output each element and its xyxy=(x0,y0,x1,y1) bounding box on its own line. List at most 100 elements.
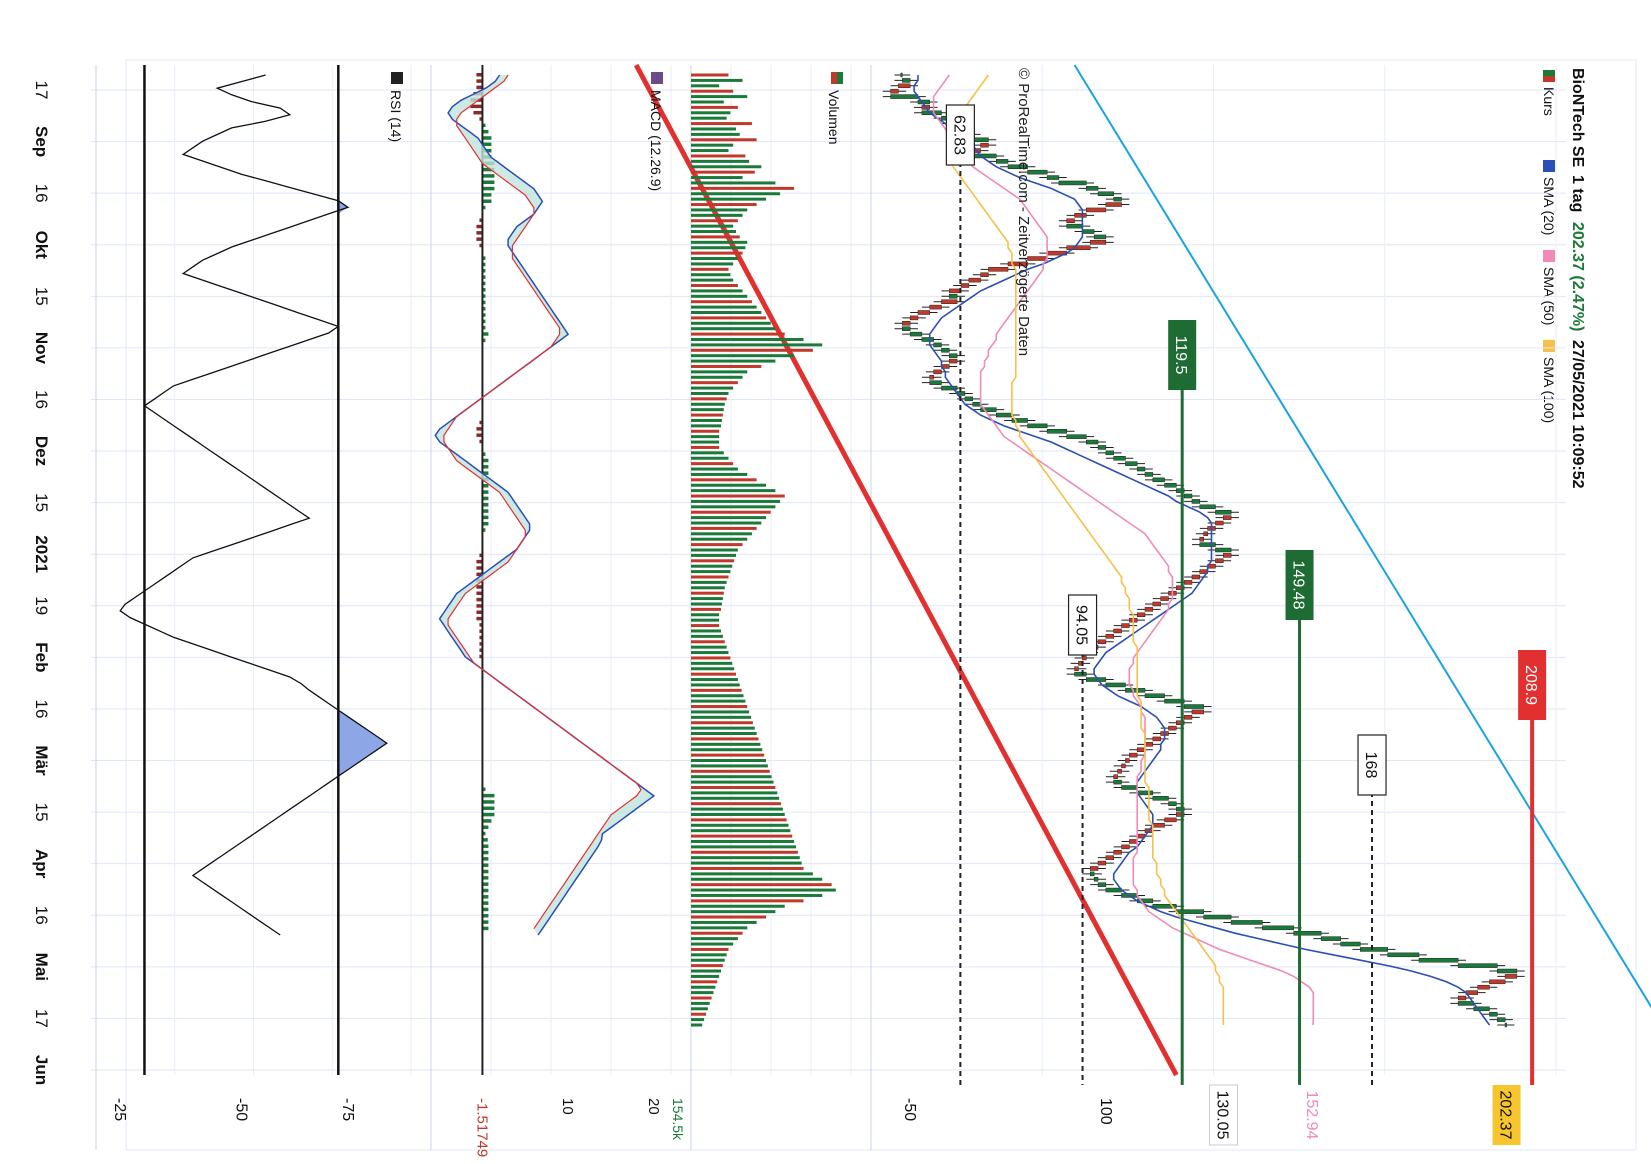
volume-bar xyxy=(691,246,746,250)
volume-bar xyxy=(691,132,740,136)
volume-bar xyxy=(691,553,736,557)
volume-bar xyxy=(691,348,813,352)
volume-bar xyxy=(691,937,738,941)
volume-bar xyxy=(691,802,781,806)
x-tick-label: 15 xyxy=(32,287,51,306)
volume-bar xyxy=(691,127,736,131)
trend-line-blue xyxy=(1073,64,1651,1076)
macd-histogram-bar xyxy=(476,433,483,437)
macd-histogram-bar xyxy=(482,800,495,804)
candle-body xyxy=(900,72,903,78)
macd-histogram-bar xyxy=(476,79,483,83)
macd-histogram-bar xyxy=(476,237,483,241)
price-tag xyxy=(1299,1085,1328,1145)
volume-bar xyxy=(691,888,836,892)
candle-body xyxy=(1457,1001,1475,1006)
volume-bar xyxy=(691,143,734,147)
candle-body xyxy=(1164,817,1177,823)
candle-body xyxy=(1105,634,1114,639)
volume-bar xyxy=(691,958,725,962)
candle-body xyxy=(1497,1017,1506,1022)
candle-body xyxy=(909,315,919,321)
volume-bar xyxy=(691,429,720,433)
candle-body xyxy=(909,331,923,337)
candle-body xyxy=(1066,434,1087,439)
candle-body xyxy=(1152,904,1177,909)
volume-bar xyxy=(691,489,776,493)
volume-bar xyxy=(691,154,746,158)
volume-bar xyxy=(691,543,743,547)
level-tag-label: 149.48 xyxy=(1290,561,1307,610)
volume-bar xyxy=(691,278,734,282)
candle-body xyxy=(949,288,962,294)
volume-bar xyxy=(691,418,722,422)
candle-body xyxy=(1457,995,1467,1001)
volume-bar xyxy=(691,688,742,692)
candle-body xyxy=(1105,887,1122,893)
volume-bar xyxy=(691,478,757,482)
candle-body xyxy=(1144,607,1154,612)
chart-title: BioNTech SE xyxy=(1569,68,1586,168)
macd-histogram-bar xyxy=(482,838,488,842)
volume-bar xyxy=(691,629,721,633)
volume-bar xyxy=(691,586,725,590)
volume-bar xyxy=(691,877,823,881)
volume-bar xyxy=(691,424,721,428)
level-tag xyxy=(1518,650,1547,720)
volume-bar xyxy=(691,170,755,174)
macd-histogram-bar xyxy=(482,465,489,469)
volume-bar xyxy=(691,532,752,536)
volume-bar xyxy=(691,991,714,995)
volume-bar xyxy=(691,149,729,153)
volume-bar xyxy=(691,872,813,876)
candle-body xyxy=(1097,445,1107,450)
x-tick-label: Dez xyxy=(32,436,51,466)
candle-body xyxy=(1097,860,1107,866)
candle-body xyxy=(1457,963,1498,968)
candle-body xyxy=(1160,596,1169,601)
candle-body xyxy=(1058,180,1087,186)
x-tick-label: 16 xyxy=(32,699,51,718)
macd-histogram-bar xyxy=(482,901,489,905)
volume-bar xyxy=(691,796,780,800)
candle-body xyxy=(1183,580,1193,585)
candle-body xyxy=(1489,1011,1498,1017)
x-tick-label: Apr xyxy=(32,849,51,879)
candle-body xyxy=(1164,482,1177,488)
volume-title: Volumen xyxy=(826,90,842,144)
volume-bar xyxy=(691,1023,703,1027)
volume-bar xyxy=(691,230,736,234)
volume-bar xyxy=(691,597,723,601)
volume-bar xyxy=(691,920,757,924)
candle-body xyxy=(1223,553,1232,558)
macd-histogram-bar xyxy=(482,806,495,811)
volume-bar xyxy=(691,440,720,444)
chart-change: 202.37 (2.47%) xyxy=(1569,222,1586,331)
volume-bar xyxy=(691,300,752,304)
candle-body xyxy=(1293,930,1322,936)
volume-bar xyxy=(691,521,762,525)
volume-bar xyxy=(691,213,743,217)
x-tick-label: Feb xyxy=(32,642,51,672)
x-tick-label: 15 xyxy=(32,803,51,822)
candle-body xyxy=(1125,461,1138,466)
candle-body xyxy=(972,402,981,407)
sma-line-1 xyxy=(913,75,1491,1026)
volume-bar xyxy=(691,634,723,638)
macd-histogram-bar xyxy=(482,521,489,526)
price-tag-label: 130.05 xyxy=(1213,1091,1230,1140)
candle-body xyxy=(1144,742,1154,747)
candle-body xyxy=(1121,763,1126,769)
macd-histogram-bar xyxy=(482,926,489,931)
candle-body xyxy=(1136,612,1146,618)
volume-bar xyxy=(691,926,748,930)
chart-interval: 1 tag xyxy=(1569,175,1586,212)
volume-bar xyxy=(691,78,743,82)
x-tick-label: 19 xyxy=(32,596,51,615)
candle-body xyxy=(1168,801,1177,806)
candle-body xyxy=(1074,213,1087,218)
candle-body xyxy=(1152,796,1169,801)
candle-body xyxy=(929,380,942,385)
candle-body xyxy=(949,358,958,364)
volume-bar xyxy=(691,311,762,314)
